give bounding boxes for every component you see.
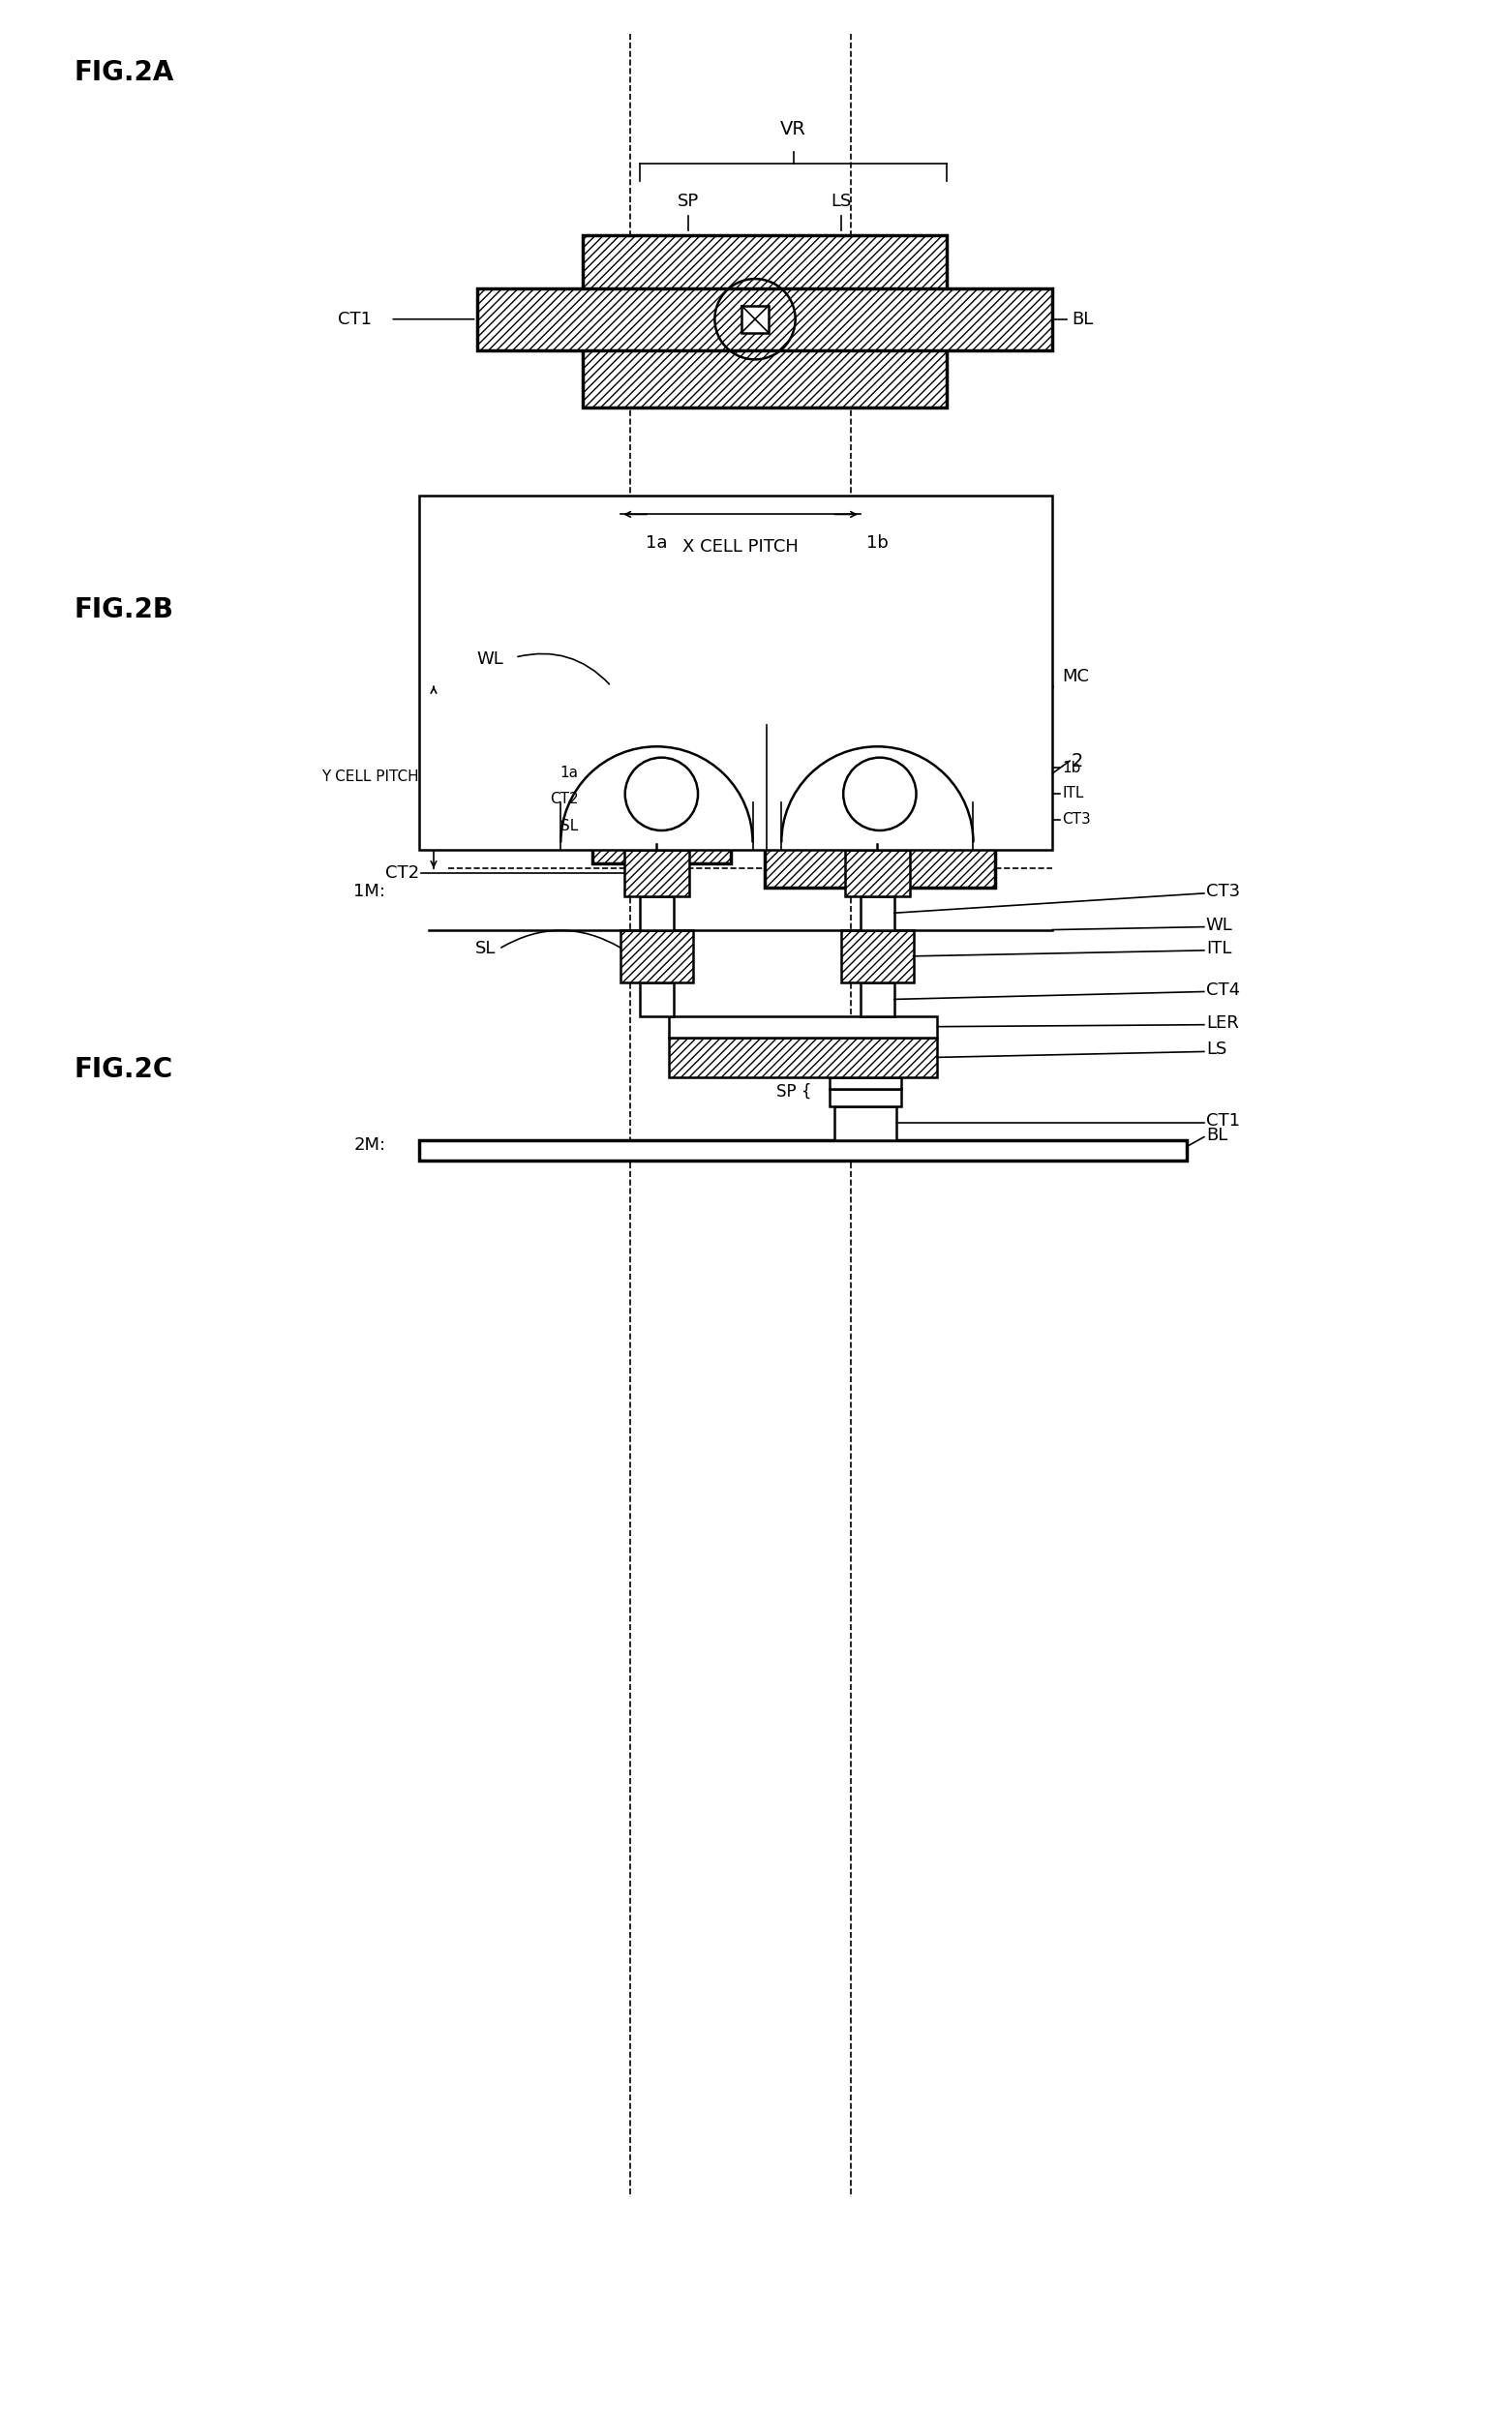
Text: WL: WL bbox=[1207, 917, 1232, 934]
Text: FIG.2A: FIG.2A bbox=[74, 58, 174, 84]
Bar bbox=[865, 780, 894, 809]
Bar bbox=[582, 234, 947, 408]
Text: WL: WL bbox=[476, 649, 503, 669]
Bar bbox=[647, 780, 676, 809]
Text: VR: VR bbox=[780, 121, 806, 140]
Text: 2: 2 bbox=[1072, 751, 1084, 770]
Bar bbox=[841, 929, 913, 982]
Text: FIG.2B: FIG.2B bbox=[74, 596, 174, 623]
Text: CT4: CT4 bbox=[1207, 980, 1240, 999]
Text: SP {: SP { bbox=[777, 1084, 812, 1101]
Bar bbox=[830, 1089, 901, 1106]
Bar bbox=[419, 495, 1052, 850]
Bar bbox=[640, 982, 673, 1016]
Text: 1a: 1a bbox=[559, 765, 579, 780]
Text: CT1: CT1 bbox=[337, 311, 372, 328]
Bar bbox=[591, 724, 732, 864]
Text: 1b: 1b bbox=[866, 533, 889, 553]
Bar bbox=[624, 850, 689, 896]
Text: BL: BL bbox=[1072, 311, 1093, 328]
Text: ITL: ITL bbox=[1061, 787, 1084, 801]
Bar bbox=[860, 982, 894, 1016]
Text: SL: SL bbox=[475, 939, 496, 958]
Bar bbox=[419, 1139, 1187, 1161]
Text: 1M:: 1M: bbox=[354, 884, 386, 900]
Bar bbox=[476, 287, 1052, 350]
Bar bbox=[835, 1106, 897, 1139]
Text: FIG.2C: FIG.2C bbox=[74, 1057, 172, 1084]
Text: LS: LS bbox=[832, 193, 851, 210]
Text: CT2: CT2 bbox=[386, 864, 419, 881]
Bar bbox=[741, 307, 768, 333]
Text: 1b: 1b bbox=[1061, 760, 1081, 775]
Bar bbox=[640, 896, 673, 929]
Bar bbox=[621, 929, 692, 982]
Text: CT1: CT1 bbox=[1207, 1113, 1240, 1130]
Text: X CELL PITCH: X CELL PITCH bbox=[682, 538, 798, 555]
Text: BL: BL bbox=[1207, 1127, 1228, 1144]
Text: Y CELL PITCH: Y CELL PITCH bbox=[322, 770, 419, 785]
Bar bbox=[830, 1077, 901, 1089]
Text: CT2: CT2 bbox=[550, 792, 579, 806]
Bar bbox=[765, 700, 995, 888]
Text: SP: SP bbox=[677, 193, 699, 210]
Text: 1a: 1a bbox=[646, 533, 668, 553]
Text: SL: SL bbox=[561, 818, 579, 833]
Text: CT3: CT3 bbox=[1207, 884, 1240, 900]
Bar bbox=[668, 1038, 937, 1077]
Text: 2M:: 2M: bbox=[354, 1137, 386, 1154]
Text: LER: LER bbox=[1207, 1014, 1238, 1031]
Text: ITL: ITL bbox=[1207, 939, 1231, 958]
Text: MC: MC bbox=[1061, 669, 1089, 686]
Bar bbox=[668, 1016, 937, 1038]
Text: CT3: CT3 bbox=[1061, 811, 1090, 826]
Bar bbox=[845, 850, 910, 896]
Bar bbox=[860, 896, 894, 929]
Text: LS: LS bbox=[1207, 1040, 1226, 1057]
